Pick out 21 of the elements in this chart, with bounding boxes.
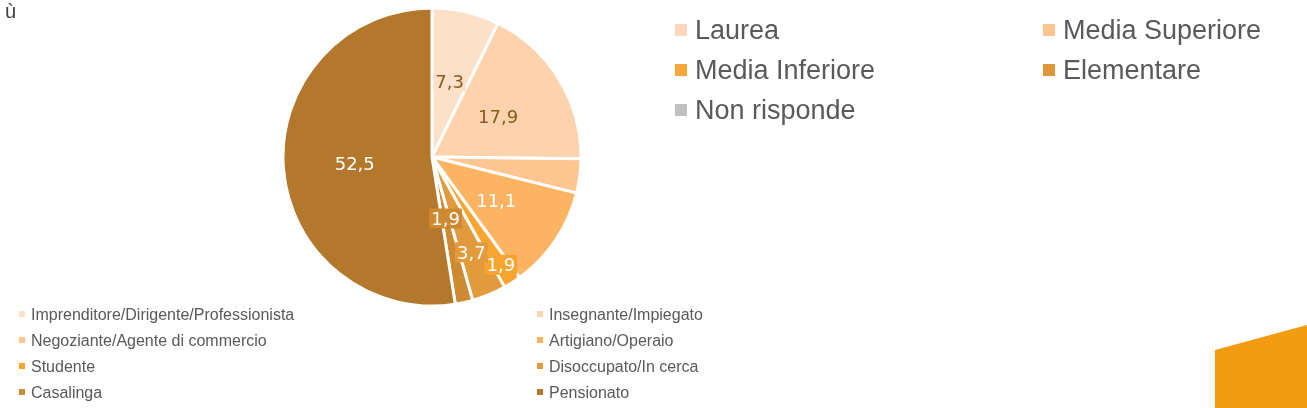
- legend-label: Artigiano/Operaio: [549, 331, 674, 349]
- text: Laurea: [694, 14, 780, 46]
- chart-title: ù: [5, 0, 17, 22]
- legend-label: Disoccupato/In cerca: [549, 357, 699, 375]
- data-label: 17,9: [478, 106, 519, 128]
- legend-label: Imprenditore/Dirigente/Professionista: [31, 305, 295, 323]
- legend-label: Casalinga: [31, 383, 103, 401]
- data-label: 1,9: [486, 254, 516, 276]
- legend-label: Studente: [31, 357, 96, 375]
- legend-label: Insegnante/Impiegato: [549, 305, 703, 323]
- text: Elementare: [1062, 54, 1202, 86]
- legend-label: Negoziante/Agente di commercio: [31, 331, 267, 349]
- text: Media Superiore: [1062, 14, 1262, 46]
- text: Non risponde: [694, 94, 856, 126]
- data-label: 52,5: [334, 152, 375, 174]
- data-label: 11,1: [476, 189, 517, 211]
- data-label: 7,3: [435, 71, 464, 93]
- legend-label: Pensionato: [549, 383, 630, 401]
- data-label: 3,7: [457, 241, 486, 263]
- text: Media Inferiore: [694, 54, 876, 86]
- data-label: 1,9: [431, 208, 460, 230]
